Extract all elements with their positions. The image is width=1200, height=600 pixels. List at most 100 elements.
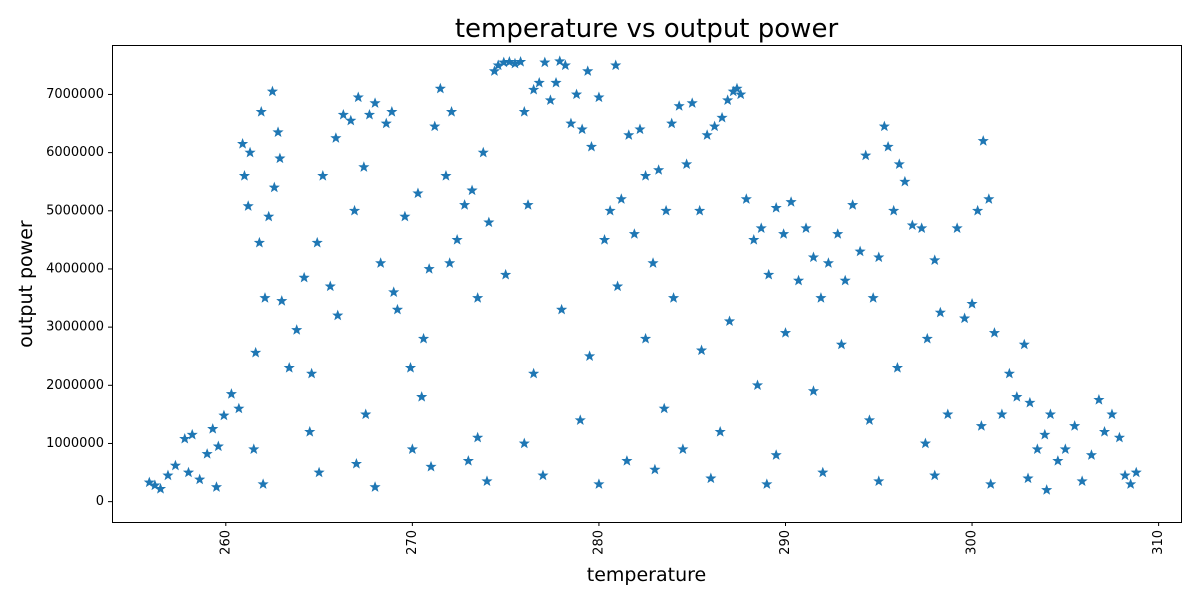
data-point xyxy=(660,204,672,216)
data-point xyxy=(593,91,605,103)
data-point xyxy=(416,391,428,402)
data-point xyxy=(1106,408,1118,420)
data-point xyxy=(709,120,721,132)
data-point xyxy=(483,216,495,228)
data-point xyxy=(515,56,527,67)
data-point xyxy=(615,193,627,204)
data-point xyxy=(942,408,954,420)
data-point xyxy=(522,199,534,210)
data-point xyxy=(528,83,540,95)
data-point xyxy=(628,228,640,239)
data-point xyxy=(1024,396,1036,408)
data-point xyxy=(807,385,820,396)
data-point xyxy=(975,420,987,431)
data-point xyxy=(503,56,515,67)
x-tick-label: 300 xyxy=(965,530,980,555)
y-axis: 0 1000000 2000000 3000000 4000000 5000000 6000… xyxy=(46,87,112,509)
y-tick-label: 2000000 xyxy=(46,378,104,393)
data-point xyxy=(472,292,484,303)
data-point xyxy=(1076,475,1088,487)
data-point xyxy=(250,346,262,358)
data-point xyxy=(451,234,463,245)
plot-frame xyxy=(112,45,1182,523)
data-point xyxy=(716,111,728,123)
data-point xyxy=(434,82,446,94)
data-point xyxy=(272,126,284,137)
data-point xyxy=(304,425,316,437)
data-point xyxy=(863,414,876,425)
y-tick-label: 5000000 xyxy=(46,203,104,218)
data-point xyxy=(667,292,680,303)
data-point xyxy=(770,449,782,460)
data-point xyxy=(429,120,441,132)
data-point xyxy=(537,469,549,481)
data-point xyxy=(1130,466,1142,478)
data-point xyxy=(1069,420,1081,431)
data-point xyxy=(1022,472,1034,484)
data-point xyxy=(358,161,370,172)
data-point xyxy=(751,379,764,391)
data-point xyxy=(369,97,381,108)
data-point xyxy=(647,257,659,268)
data-point xyxy=(544,94,556,106)
data-point xyxy=(714,425,726,437)
data-point xyxy=(839,274,851,286)
data-point xyxy=(929,254,941,265)
data-point xyxy=(1039,428,1051,440)
data-point xyxy=(462,455,474,466)
data-point xyxy=(576,123,588,135)
data-point xyxy=(345,114,357,126)
x-axis-label: temperature xyxy=(587,564,706,586)
data-point xyxy=(283,361,295,373)
data-point xyxy=(266,85,279,97)
data-point xyxy=(951,222,963,233)
data-point xyxy=(565,117,577,129)
data-point xyxy=(985,478,997,489)
data-point xyxy=(263,210,275,222)
data-point xyxy=(639,170,652,181)
data-point xyxy=(598,234,611,245)
data-point xyxy=(539,56,551,68)
data-point xyxy=(207,423,219,434)
data-point xyxy=(867,292,879,303)
data-point xyxy=(556,303,568,315)
y-axis-label: output power xyxy=(15,220,37,348)
data-point xyxy=(815,292,827,303)
data-point xyxy=(1031,443,1043,455)
data-point xyxy=(423,263,435,274)
data-point xyxy=(882,140,894,152)
data-point xyxy=(386,106,398,117)
data-point xyxy=(888,204,900,216)
data-point xyxy=(360,408,372,420)
data-point xyxy=(906,219,918,231)
data-point xyxy=(330,132,342,143)
data-point xyxy=(291,324,303,335)
data-point xyxy=(417,332,430,344)
data-point xyxy=(559,59,571,71)
x-tick-label: 260 xyxy=(218,530,233,555)
data-point xyxy=(570,88,583,100)
data-point xyxy=(404,361,417,373)
data-point xyxy=(399,210,411,222)
data-point xyxy=(701,129,713,140)
data-point xyxy=(686,97,698,108)
y-tick-label: 3000000 xyxy=(46,320,104,335)
data-point xyxy=(194,473,206,485)
data-point xyxy=(1052,455,1064,466)
data-point xyxy=(873,251,885,263)
data-point xyxy=(705,472,717,484)
data-point xyxy=(1059,443,1071,455)
data-point xyxy=(996,408,1008,420)
data-point xyxy=(983,193,995,204)
data-point xyxy=(242,200,254,211)
data-point xyxy=(554,55,566,67)
data-point xyxy=(649,463,661,475)
x-tick-label: 310 xyxy=(1151,530,1166,555)
data-point xyxy=(477,146,489,158)
data-point xyxy=(143,476,155,488)
data-point xyxy=(694,204,706,216)
data-point xyxy=(800,222,812,233)
data-point xyxy=(621,455,633,466)
data-point xyxy=(233,402,245,414)
